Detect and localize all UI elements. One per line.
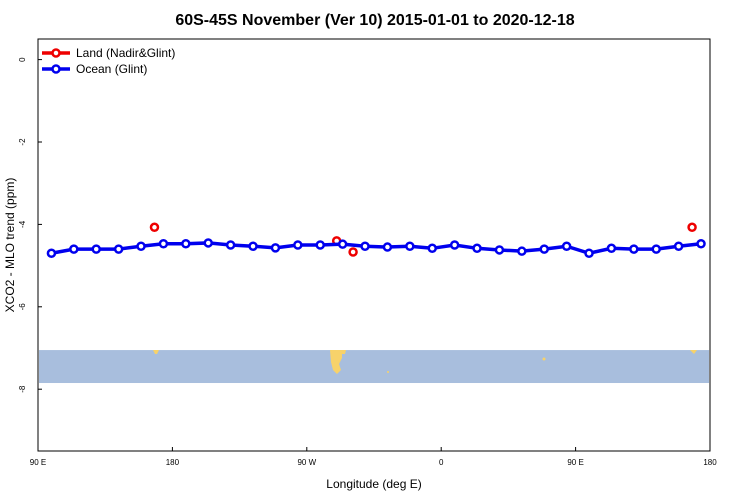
data-point [69, 244, 79, 254]
land-patch [153, 350, 159, 355]
data-point [539, 244, 549, 254]
x-tick-label: 0 [439, 458, 444, 467]
data-point [427, 243, 437, 254]
y-tick-label: -8 [18, 385, 27, 393]
data-point [360, 241, 370, 251]
data-point [348, 247, 358, 257]
y-tick-label: 0 [18, 57, 27, 62]
land-patch [387, 371, 389, 374]
data-point [696, 239, 706, 249]
data-point [472, 243, 482, 254]
data-point [315, 240, 325, 250]
y-tick-label: -2 [18, 138, 27, 146]
ocean-band [39, 350, 709, 384]
data-point [203, 238, 213, 248]
data-point [113, 244, 124, 254]
series-ocean-glint [46, 238, 706, 258]
x-tick-label: 90 W [297, 458, 316, 467]
legend-label: Ocean (Glint) [76, 62, 147, 76]
y-axis-label: XCO2 - MLO trend (ppm) [3, 178, 17, 313]
data-point [561, 241, 572, 251]
data-point [382, 242, 393, 252]
data-point [181, 239, 191, 249]
data-point [606, 243, 617, 254]
data-point [584, 248, 594, 258]
land-band [39, 350, 709, 384]
data-point [91, 244, 101, 254]
data-point [673, 241, 684, 251]
x-tick-label: 180 [166, 458, 180, 467]
data-point [248, 241, 258, 251]
y-axis: 0 -2 -4 -6 -8 [18, 57, 42, 393]
data-point [337, 239, 348, 249]
data-point [136, 241, 146, 251]
data-point [629, 244, 639, 254]
data-point [517, 246, 527, 256]
land-patch [542, 357, 546, 361]
land-patch [334, 350, 346, 355]
land-patch [330, 350, 342, 375]
data-point [651, 244, 661, 254]
x-tick-label: 180 [703, 458, 717, 467]
land-patch [690, 350, 697, 355]
data-point [494, 245, 505, 255]
data-point [687, 222, 697, 233]
data-point [225, 240, 236, 250]
chart-title: 60S-45S November (Ver 10) 2015-01-01 to … [175, 12, 574, 29]
y-tick-label: -4 [18, 220, 27, 228]
data-point [46, 248, 57, 258]
x-axis: 90 E 180 90 W 0 90 E 180 [30, 447, 717, 467]
legend-item: Ocean (Glint) [42, 62, 147, 76]
legend-marker [51, 64, 61, 74]
data-point [449, 240, 460, 250]
data-point [293, 240, 303, 250]
data-point [270, 243, 281, 253]
series-layer [46, 222, 706, 258]
legend-item: Land (Nadir&Glint) [42, 46, 175, 60]
y-tick-label: -6 [18, 303, 27, 311]
data-point [405, 241, 415, 251]
series-line [51, 241, 702, 256]
x-tick-label: 90 E [567, 458, 583, 467]
legend-marker [51, 48, 61, 58]
legend: Land (Nadir&Glint) Ocean (Glint) [42, 46, 175, 76]
data-point [149, 222, 160, 233]
plot-frame [37, 38, 711, 452]
x-tick-label: 90 E [30, 458, 46, 467]
x-axis-label: Longitude (deg E) [326, 477, 421, 491]
legend-label: Land (Nadir&Glint) [76, 46, 175, 60]
data-point [158, 239, 169, 249]
